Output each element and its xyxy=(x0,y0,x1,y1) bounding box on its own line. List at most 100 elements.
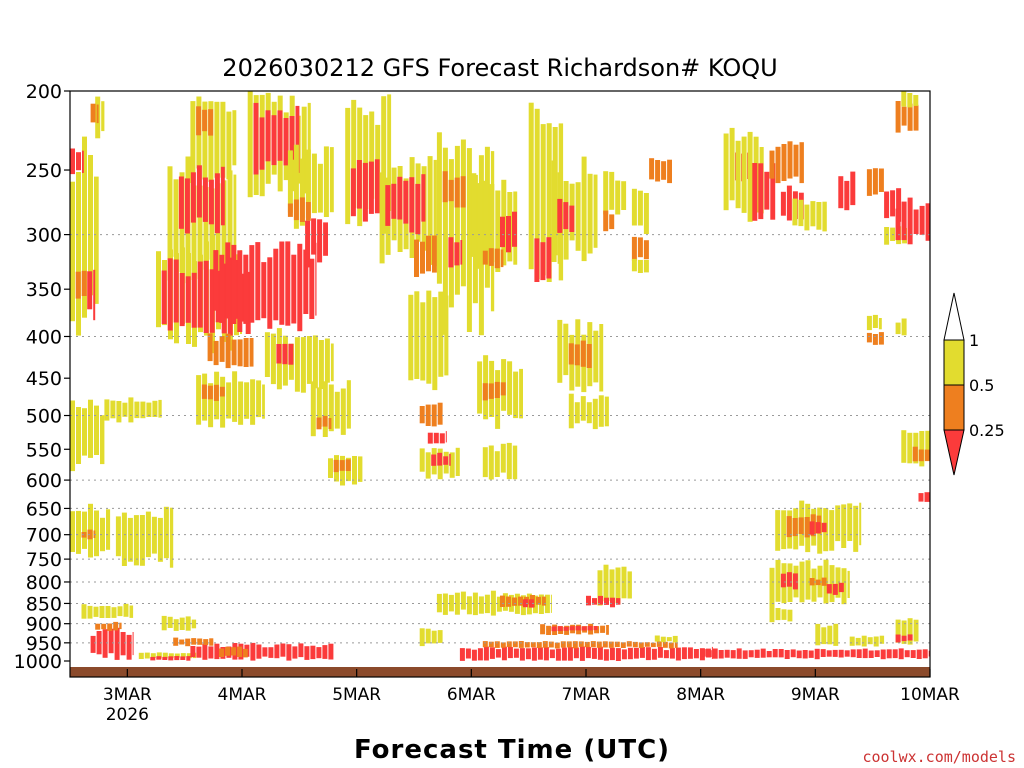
heatmap-cell xyxy=(563,323,569,376)
heatmap-cell xyxy=(374,159,380,214)
heatmap-cell xyxy=(225,333,231,369)
heatmap-cell xyxy=(433,432,439,444)
heatmap-cell xyxy=(551,160,557,262)
heatmap-cell xyxy=(820,649,826,657)
heatmap-cell xyxy=(432,235,437,273)
heatmap-cell xyxy=(408,294,414,381)
heatmap-cell xyxy=(255,242,261,321)
heatmap-cell xyxy=(808,650,814,658)
heatmap-cell xyxy=(277,110,283,161)
y-tick-label: 950 xyxy=(26,633,62,655)
y-tick-label: 700 xyxy=(26,525,62,547)
heatmap-cell xyxy=(110,400,116,419)
heatmap-cell xyxy=(330,343,334,382)
heatmap-cell xyxy=(208,383,214,428)
heatmap-cell xyxy=(742,650,748,659)
heatmap-cell xyxy=(385,185,391,226)
heatmap-region xyxy=(115,506,174,568)
heatmap-cell xyxy=(655,160,661,182)
heatmap-cell xyxy=(197,261,203,328)
heatmap-cell xyxy=(191,185,197,280)
legend-label: 1 xyxy=(969,331,979,350)
heatmap-cell xyxy=(421,174,426,222)
heatmap-cell xyxy=(847,570,850,598)
heatmap-cell xyxy=(895,208,901,241)
heatmap-cell xyxy=(81,604,87,619)
heatmap-cell xyxy=(534,238,540,282)
heatmap-region xyxy=(442,171,466,208)
heatmap-cell xyxy=(633,647,639,659)
heatmap-cell xyxy=(536,642,542,648)
heatmap-cell xyxy=(279,241,285,325)
heatmap-cell xyxy=(420,241,425,274)
heatmap-cell xyxy=(420,302,426,381)
heatmap-cell xyxy=(431,454,437,466)
heatmap-cell xyxy=(752,163,758,221)
heatmap-cell xyxy=(494,641,500,648)
heatmap-region xyxy=(190,642,334,661)
heatmap-cell xyxy=(317,163,323,213)
heatmap-cell xyxy=(265,110,271,162)
heatmap-cell xyxy=(829,565,835,603)
heatmap-region xyxy=(482,641,678,649)
heatmap-cell xyxy=(231,647,237,656)
heatmap-cell xyxy=(590,641,596,648)
heatmap-cell xyxy=(329,147,334,213)
heatmap-cell xyxy=(796,650,802,659)
heatmap-cell xyxy=(907,618,913,645)
heatmap-cell xyxy=(769,150,775,179)
heatmap-cell xyxy=(500,249,504,268)
heatmap-cell xyxy=(419,406,425,424)
heatmap-cell xyxy=(180,656,186,660)
heatmap-cell xyxy=(81,270,87,296)
heatmap-region xyxy=(568,393,609,430)
x-tick-label: 6MAR xyxy=(447,685,496,705)
heatmap-cell xyxy=(273,248,279,321)
heatmap-cell xyxy=(850,171,856,206)
heatmap-cell xyxy=(585,646,591,659)
heatmap-cell xyxy=(381,96,387,234)
heatmap-cell xyxy=(303,249,309,314)
heatmap-cell xyxy=(477,648,483,661)
heatmap-cell xyxy=(488,248,494,266)
heatmap-region xyxy=(866,168,884,196)
heatmap-cell xyxy=(663,650,669,659)
heatmap-cell xyxy=(111,607,117,618)
heatmap-cell xyxy=(158,399,162,418)
heatmap-cell xyxy=(286,644,292,661)
heatmap-cell xyxy=(620,642,626,648)
heatmap-cell xyxy=(94,176,99,304)
heatmap-cell xyxy=(608,641,614,648)
heatmap-cell xyxy=(90,635,96,653)
heatmap-cell xyxy=(294,337,300,392)
heatmap-cell xyxy=(494,248,500,269)
heatmap-cell xyxy=(907,93,913,108)
y-tick-label: 500 xyxy=(26,406,62,428)
heatmap-cell xyxy=(264,332,270,377)
heatmap-cell xyxy=(896,188,902,222)
heatmap-cell xyxy=(781,510,787,550)
heatmap-cell xyxy=(379,172,385,264)
heatmap-cell xyxy=(645,647,651,661)
heatmap-cell xyxy=(298,643,304,658)
heatmap-cell xyxy=(448,237,454,268)
heatmap-cell xyxy=(297,243,303,332)
heatmap-cell xyxy=(460,139,466,287)
heatmap-region xyxy=(201,384,225,401)
heatmap-cell xyxy=(322,415,328,427)
heatmap-cell xyxy=(123,603,129,617)
heatmap-cell xyxy=(519,648,525,661)
heatmap-cell xyxy=(603,210,609,232)
heatmap-cell xyxy=(397,176,403,220)
heatmap-cell xyxy=(309,258,315,319)
heatmap-cell xyxy=(442,593,448,615)
x-tick-label: 10MAR xyxy=(900,685,960,705)
heatmap-cell xyxy=(299,158,305,226)
heatmap-region xyxy=(769,141,804,184)
heatmap-cell xyxy=(574,344,580,366)
heatmap-region xyxy=(895,318,907,336)
heatmap-cell xyxy=(878,168,884,192)
heatmap-cell xyxy=(433,159,437,267)
heatmap-cell xyxy=(809,578,815,586)
heatmap-cell xyxy=(305,202,311,221)
